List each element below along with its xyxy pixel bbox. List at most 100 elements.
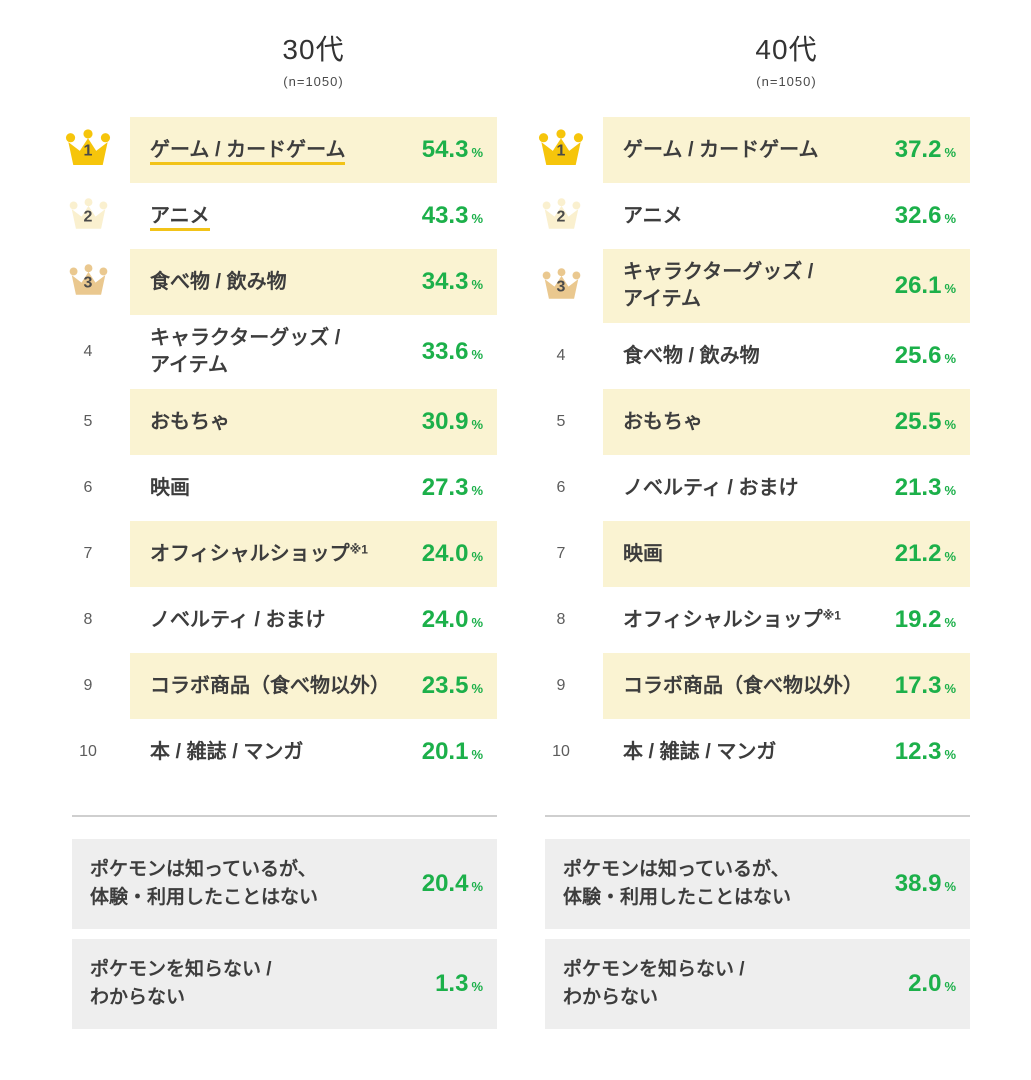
item-label-wrap: コラボ商品（食べ物以外）: [623, 673, 895, 700]
crown-icon: [65, 129, 111, 166]
item-label-wrap: 本 / 雑誌 / マンガ: [150, 739, 422, 766]
footer-list: ポケモンは知っているが、 体験・利用したことはない 38.9 % ポケモンを知ら…: [533, 839, 970, 1039]
percent-sign: %: [471, 211, 483, 226]
ranking-row: 5 おもちゃ 30.9 %: [60, 389, 497, 455]
rank-marker: 2: [60, 183, 116, 249]
ranking-row: 7 映画 21.2 %: [533, 521, 970, 587]
footer-value: 20.4 %: [422, 870, 483, 898]
row-content: ノベルティ / おまけ 24.0 %: [130, 587, 497, 653]
item-label: 食べ物 / 飲み物: [623, 344, 760, 367]
ranking-list: 1 ゲーム / カードゲーム 54.3 % 2 アニメ: [60, 117, 497, 785]
item-label-wrap: 食べ物 / 飲み物: [623, 343, 895, 370]
ranking-row: 9 コラボ商品（食べ物以外） 17.3 %: [533, 653, 970, 719]
item-value: 54.3 %: [422, 136, 483, 164]
percent-sign: %: [944, 615, 956, 630]
item-label-wrap: キャラクターグッズ / アイテム: [150, 325, 422, 379]
item-value: 12.3 %: [895, 738, 956, 766]
item-label-wrap: コラボ商品（食べ物以外）: [150, 673, 422, 700]
row-content: コラボ商品（食べ物以外） 17.3 %: [603, 653, 970, 719]
item-label: アニメ: [150, 204, 210, 231]
ranking-column: 30代 (n=1050) 1 ゲーム / カードゲーム 54.3 %: [60, 28, 497, 1039]
footer-value: 38.9 %: [895, 870, 956, 898]
item-label: 映画: [150, 476, 190, 499]
item-value: 37.2 %: [895, 136, 956, 164]
percent-sign: %: [944, 747, 956, 762]
item-value: 30.9 %: [422, 408, 483, 436]
rank-number: 7: [556, 545, 566, 562]
rank-marker: 9: [533, 653, 589, 719]
item-label: ゲーム / カードゲーム: [623, 138, 819, 161]
footer-label: ポケモンは知っているが、 体験・利用したことはない: [90, 859, 319, 908]
row-content: ノベルティ / おまけ 21.3 %: [603, 455, 970, 521]
item-label-wrap: オフィシャルショップ※1: [150, 541, 422, 568]
footer-row: ポケモンは知っているが、 体験・利用したことはない 20.4 %: [72, 839, 497, 929]
row-content: 本 / 雑誌 / マンガ 12.3 %: [603, 719, 970, 785]
rank-number: 7: [83, 545, 93, 562]
item-percent-number: 12.3: [894, 738, 942, 765]
item-percent-number: 20.1: [421, 738, 469, 765]
footer-value: 2.0 %: [908, 970, 956, 998]
item-label-wrap: ゲーム / カードゲーム: [623, 137, 895, 164]
item-label: オフィシャルショップ: [150, 542, 350, 565]
percent-sign: %: [471, 417, 483, 432]
item-label: おもちゃ: [150, 410, 230, 433]
item-percent-number: 24.0: [421, 606, 469, 633]
row-content: ゲーム / カードゲーム 54.3 %: [130, 117, 497, 183]
rank-number: 2: [83, 208, 93, 226]
row-content: 食べ物 / 飲み物 25.6 %: [603, 323, 970, 389]
rank-marker: 4: [60, 315, 116, 389]
rank-number: 5: [83, 413, 93, 430]
ranking-row: 6 ノベルティ / おまけ 21.3 %: [533, 455, 970, 521]
item-label: 映画: [623, 542, 663, 565]
rank-number: 9: [556, 677, 566, 694]
item-label-wrap: ノベルティ / おまけ: [150, 607, 422, 634]
item-label: おもちゃ: [623, 410, 703, 433]
item-percent-number: 21.2: [894, 540, 942, 567]
percent-sign: %: [944, 979, 956, 994]
item-percent-number: 24.0: [421, 540, 469, 567]
item-percent-number: 21.3: [894, 474, 942, 501]
item-value: 25.6 %: [895, 342, 956, 370]
percent-sign: %: [471, 277, 483, 292]
item-value: 25.5 %: [895, 408, 956, 436]
rank-number: 4: [83, 343, 93, 360]
item-percent-number: 19.2: [894, 606, 942, 633]
rank-marker: 5: [533, 389, 589, 455]
item-value: 32.6 %: [895, 202, 956, 230]
footer-label: ポケモンを知らない / わからない: [563, 959, 745, 1008]
row-content: アニメ 43.3 %: [130, 183, 497, 249]
rank-number: 10: [552, 743, 570, 760]
item-value: 17.3 %: [895, 672, 956, 700]
rank-marker: 3: [533, 249, 589, 323]
percent-sign: %: [944, 417, 956, 432]
ranking-row: 8 ノベルティ / おまけ 24.0 %: [60, 587, 497, 653]
item-label-wrap: 映画: [150, 475, 422, 502]
crown-icon: [538, 129, 584, 166]
ranking-row: 3 食べ物 / 飲み物 34.3 %: [60, 249, 497, 315]
item-label-wrap: 食べ物 / 飲み物: [150, 269, 422, 296]
item-percent-number: 25.6: [894, 342, 942, 369]
footer-row: ポケモンを知らない / わからない 1.3 %: [72, 939, 497, 1029]
rank-number: 2: [556, 208, 566, 226]
rank-number: 6: [556, 479, 566, 496]
rank-number: 10: [79, 743, 97, 760]
column-title: 40代: [755, 34, 818, 65]
item-label-wrap: アニメ: [623, 203, 895, 230]
rank-marker: 8: [60, 587, 116, 653]
percent-sign: %: [471, 347, 483, 362]
footer-percent-number: 2.0: [908, 970, 942, 997]
item-percent-number: 34.3: [421, 268, 469, 295]
crown-icon: [69, 198, 107, 230]
row-content: オフィシャルショップ※1 24.0 %: [130, 521, 497, 587]
row-content: アニメ 32.6 %: [603, 183, 970, 249]
item-label-wrap: アニメ: [150, 203, 422, 231]
row-content: 映画 21.2 %: [603, 521, 970, 587]
rank-number: 8: [556, 611, 566, 628]
item-value: 24.0 %: [422, 540, 483, 568]
row-content: おもちゃ 25.5 %: [603, 389, 970, 455]
item-label: ノベルティ / おまけ: [623, 476, 799, 499]
item-value: 34.3 %: [422, 268, 483, 296]
ranking-row: 1 ゲーム / カードゲーム 54.3 %: [60, 117, 497, 183]
crown-icon: [542, 268, 580, 300]
rank-number: 8: [83, 611, 93, 628]
